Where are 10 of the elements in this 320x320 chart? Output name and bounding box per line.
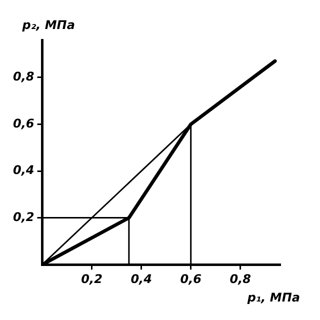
y-axis-title: p₂, МПа bbox=[21, 18, 75, 32]
x-tick-label: 0,4 bbox=[130, 272, 152, 286]
x-tick-label: 0,8 bbox=[230, 272, 252, 286]
x-tick-label: 0,2 bbox=[81, 272, 102, 286]
y-tick-label: 0,2 bbox=[12, 210, 34, 224]
y-tick-label: 0,8 bbox=[12, 70, 34, 84]
x-axis-title: p₁, МПа bbox=[246, 290, 300, 305]
x-tick-label: 0,6 bbox=[180, 272, 202, 286]
y-tick-label: 0,6 bbox=[12, 116, 34, 130]
y-tick-label: 0,4 bbox=[12, 163, 34, 178]
